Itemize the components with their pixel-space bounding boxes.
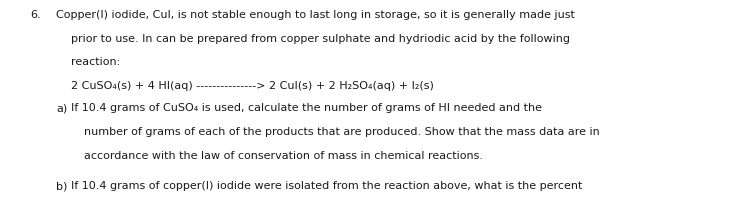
Text: reaction:: reaction: xyxy=(71,57,121,67)
Text: number of grams of each of the products that are produced. Show that the mass da: number of grams of each of the products … xyxy=(84,126,600,136)
Text: Copper(I) iodide, CuI, is not stable enough to last long in storage, so it is ge: Copper(I) iodide, CuI, is not stable eno… xyxy=(56,10,575,20)
Text: b): b) xyxy=(56,180,68,190)
Text: accordance with the law of conservation of mass in chemical reactions.: accordance with the law of conservation … xyxy=(84,150,483,160)
Text: prior to use. In can be prepared from copper sulphate and hydriodic acid by the : prior to use. In can be prepared from co… xyxy=(71,34,570,44)
Text: 6.: 6. xyxy=(30,10,40,20)
Text: 2 CuSO₄(s) + 4 HI(aq) ---------------> 2 CuI(s) + 2 H₂SO₄(aq) + I₂(s): 2 CuSO₄(s) + 4 HI(aq) ---------------> 2… xyxy=(71,81,434,91)
Text: a): a) xyxy=(56,103,68,113)
Text: If 10.4 grams of CuSO₄ is used, calculate the number of grams of HI needed and t: If 10.4 grams of CuSO₄ is used, calculat… xyxy=(71,103,542,113)
Text: If 10.4 grams of copper(I) iodide were isolated from the reaction above, what is: If 10.4 grams of copper(I) iodide were i… xyxy=(71,180,583,190)
